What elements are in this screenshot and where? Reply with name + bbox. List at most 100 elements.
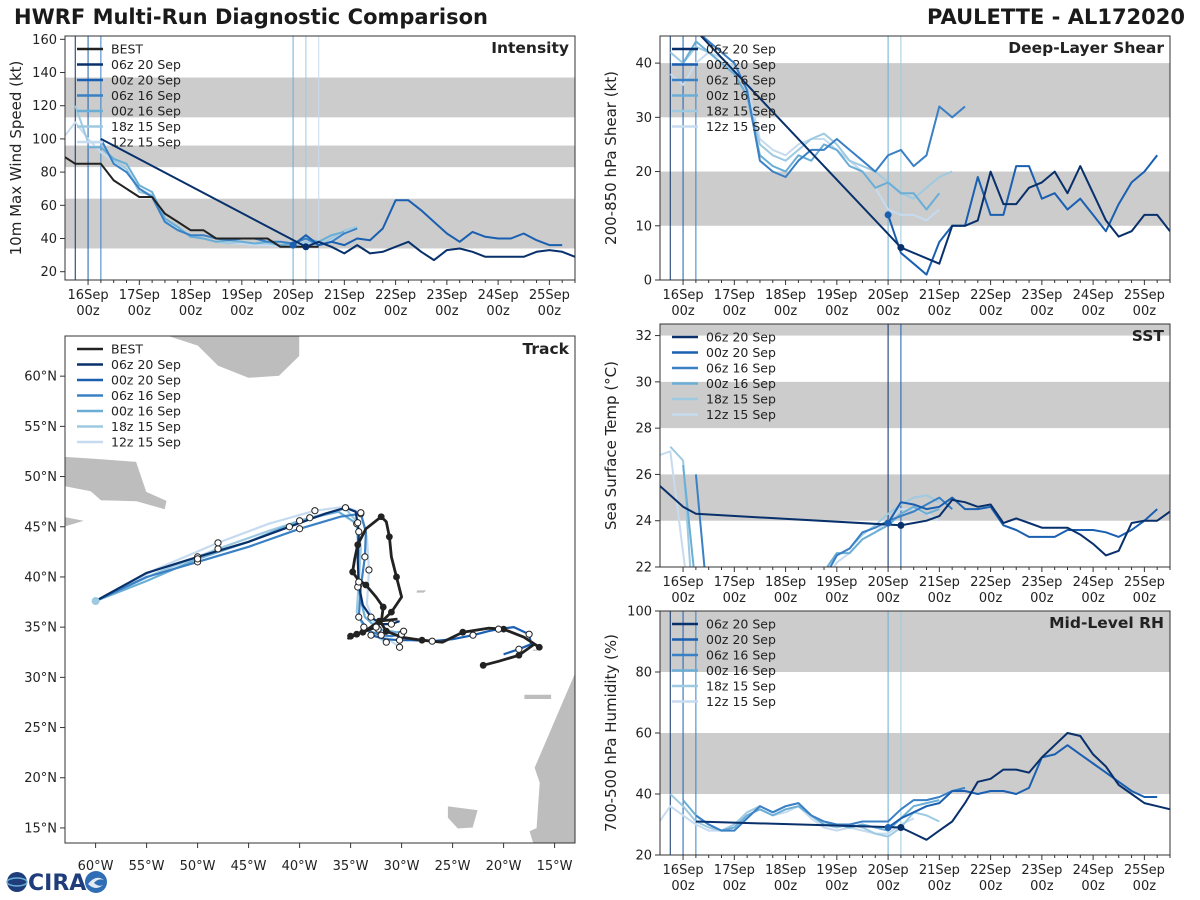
rh-legend-label-06z-16-sep: 06z 16 Sep: [706, 648, 776, 663]
sst-series-00z-20-sep: [887, 496, 1158, 538]
sst-ytick-label-32: 32: [635, 329, 652, 344]
cira-logo-globe-icon: [7, 872, 27, 892]
shear-xtick-label-8-day: 24Sep: [1073, 288, 1114, 303]
intensity-xtick-label-5-hour: 00z: [333, 304, 357, 319]
track-panel: 60°W 55°W 50°W 45°W 40°W 35°W 30°W 25°W 20°W 15°W…: [24, 335, 576, 874]
intensity-ytick-label-120: 120: [32, 99, 57, 114]
intensity-xtick-label-7-day: 23Sep: [426, 288, 467, 303]
shear-xtick-label-4-hour: 00z: [876, 304, 900, 319]
track-point-best: [347, 632, 354, 640]
shear-legend-label-18z-15-sep: 18z 15 Sep: [706, 104, 776, 119]
track-point-06z-20-sep: [367, 613, 375, 621]
shear-legend-label-12z-15-sep: 12z 15 Sep: [706, 119, 776, 134]
rh-xtick-label-5-day: 21Sep: [919, 863, 960, 878]
track-point-00z-20-sep: [395, 636, 404, 644]
track-point-00z-20-sep: [428, 637, 436, 645]
intensity-panel: 2040608010012014016016Sep00z17Sep00z18Se…: [7, 33, 576, 319]
shear-title: Deep-Layer Shear: [1008, 39, 1164, 57]
shear-frame: [659, 35, 1171, 281]
intensity-xtick-label-3-hour: 00z: [230, 304, 254, 319]
sst-band-1: [660, 381, 1170, 429]
sst-ytick-label-22: 22: [635, 561, 652, 576]
intensity-legend-label-06z-20-sep: 06z 20 Sep: [111, 57, 181, 72]
intensity-xtick-label-9-hour: 00z: [538, 304, 562, 319]
rh-xtick-label-2-day: 18Sep: [765, 863, 806, 878]
track-point-best: [459, 628, 467, 636]
rh-xtick-label-0-hour: 00z: [671, 879, 695, 894]
intensity-xtick-label-4-hour: 00z: [281, 304, 305, 319]
rh-xtick-label-7-hour: 00z: [1030, 879, 1054, 894]
track-xtick-label-9: 15°W: [537, 859, 573, 874]
rh-xtick-label-1-hour: 00z: [723, 879, 747, 894]
sst-xtick-label-0-hour: 00z: [671, 591, 695, 606]
intensity-init-marker-00z-20-sep: [289, 241, 297, 249]
rh-xtick-label-5-hour: 00z: [928, 879, 952, 894]
track-ytick-label-9: 60°N: [24, 370, 57, 385]
sst-ylabel: Sea Surface Temp (°C): [602, 361, 620, 530]
intensity-band-1: [65, 145, 575, 168]
intensity-ytick-label-40: 40: [40, 232, 57, 247]
intensity-ylabel: 10m Max Wind Speed (kt): [7, 61, 25, 256]
track-point-06z-20-sep: [355, 528, 363, 536]
rh-xtick-label-6-day: 22Sep: [970, 863, 1011, 878]
rh-band-1: [660, 611, 1170, 672]
shear-xtick-label-2-hour: 00z: [774, 304, 798, 319]
rh-series-06z-16-sep: [695, 786, 966, 832]
track-point-00z-20-sep: [494, 625, 503, 633]
track-point-best: [418, 636, 426, 644]
figure-title: HWRF Multi-Run Diagnostic Comparison: [14, 5, 489, 29]
track-xtick-label-8: 20°W: [486, 859, 522, 874]
shear-ytick-label-0: 0: [644, 274, 652, 289]
track-point-12z-15-sep: [311, 507, 319, 515]
sst-legend-label-00z-16-sep: 00z 16 Sep: [706, 376, 776, 391]
shear-panel: 01020304016Sep00z17Sep00z18Sep00z19Sep00…: [602, 35, 1171, 319]
rh-xtick-label-1-day: 17Sep: [714, 863, 755, 878]
track-point-00z-20-sep: [515, 645, 523, 653]
shear-ylabel: 200-850 hPa Shear (kt): [602, 71, 620, 245]
track-point-best: [375, 617, 383, 625]
intensity-xtick-label-9-day: 25Sep: [529, 288, 570, 303]
intensity-xtick-label-1-day: 17Sep: [119, 288, 160, 303]
track-point-06z-20-sep: [285, 523, 293, 531]
sst-xtick-label-7-hour: 00z: [1030, 591, 1054, 606]
track-ytick-label-0: 15°N: [24, 821, 57, 836]
shear-xtick-label-9-hour: 00z: [1133, 304, 1157, 319]
rh-xtick-label-3-day: 19Sep: [816, 863, 857, 878]
sst-xtick-label-3-day: 19Sep: [816, 575, 857, 590]
rh-ytick-label-20: 20: [635, 849, 652, 864]
land-nova-scotia: [65, 516, 86, 528]
track-point-00z-16-sep: [194, 555, 202, 563]
track-point-18z-15-sep: [354, 519, 362, 527]
shear-ytick-label-40: 40: [635, 57, 652, 72]
track-point-06z-20-sep: [341, 504, 350, 512]
rh-panel: 2040608010016Sep00z17Sep00z18Sep00z19Sep…: [602, 605, 1171, 894]
shear-init-marker-00z-20-sep: [884, 211, 892, 219]
land-canaries: [523, 694, 552, 700]
track-point-12z-15-sep: [372, 623, 380, 631]
land-iberia: [574, 604, 575, 606]
track-point-best: [385, 533, 393, 541]
track-xtick-label-2: 50°W: [180, 859, 216, 874]
intensity-legend-label-18z-15-sep: 18z 15 Sep: [111, 119, 181, 134]
shear-xtick-label-0-day: 16Sep: [663, 288, 704, 303]
track-ytick-label-3: 30°N: [24, 671, 57, 686]
track-point-00z-16-sep: [296, 517, 304, 525]
track-ytick-label-8: 55°N: [24, 420, 57, 435]
sst-legend-label-06z-20-sep: 06z 20 Sep: [706, 330, 776, 345]
intensity-legend-label-00z-20-sep: 00z 20 Sep: [111, 73, 181, 88]
sst-xtick-label-7-day: 23Sep: [1021, 575, 1062, 590]
rh-xtick-label-2-hour: 00z: [774, 879, 798, 894]
track-point-best: [500, 625, 507, 633]
shear-xtick-label-8-hour: 00z: [1081, 304, 1105, 319]
rh-ytick-label-100: 100: [627, 605, 652, 620]
track-point-12z-15-sep: [395, 643, 404, 651]
intensity-xtick-label-5-day: 21Sep: [324, 288, 365, 303]
track-xtick-label-4: 40°W: [282, 859, 318, 874]
sst-panel: 22242628303216Sep00z17Sep00z18Sep00z19Se…: [602, 323, 1171, 606]
rh-legend-label-18z-15-sep: 18z 15 Sep: [706, 679, 776, 694]
track-point-best: [353, 630, 361, 638]
intensity-band-2: [65, 77, 575, 118]
track-map-area: [65, 336, 575, 843]
intensity-xtick-label-1-hour: 00z: [128, 304, 152, 319]
track-legend-label-18z-15-sep: 18z 15 Sep: [111, 419, 181, 434]
